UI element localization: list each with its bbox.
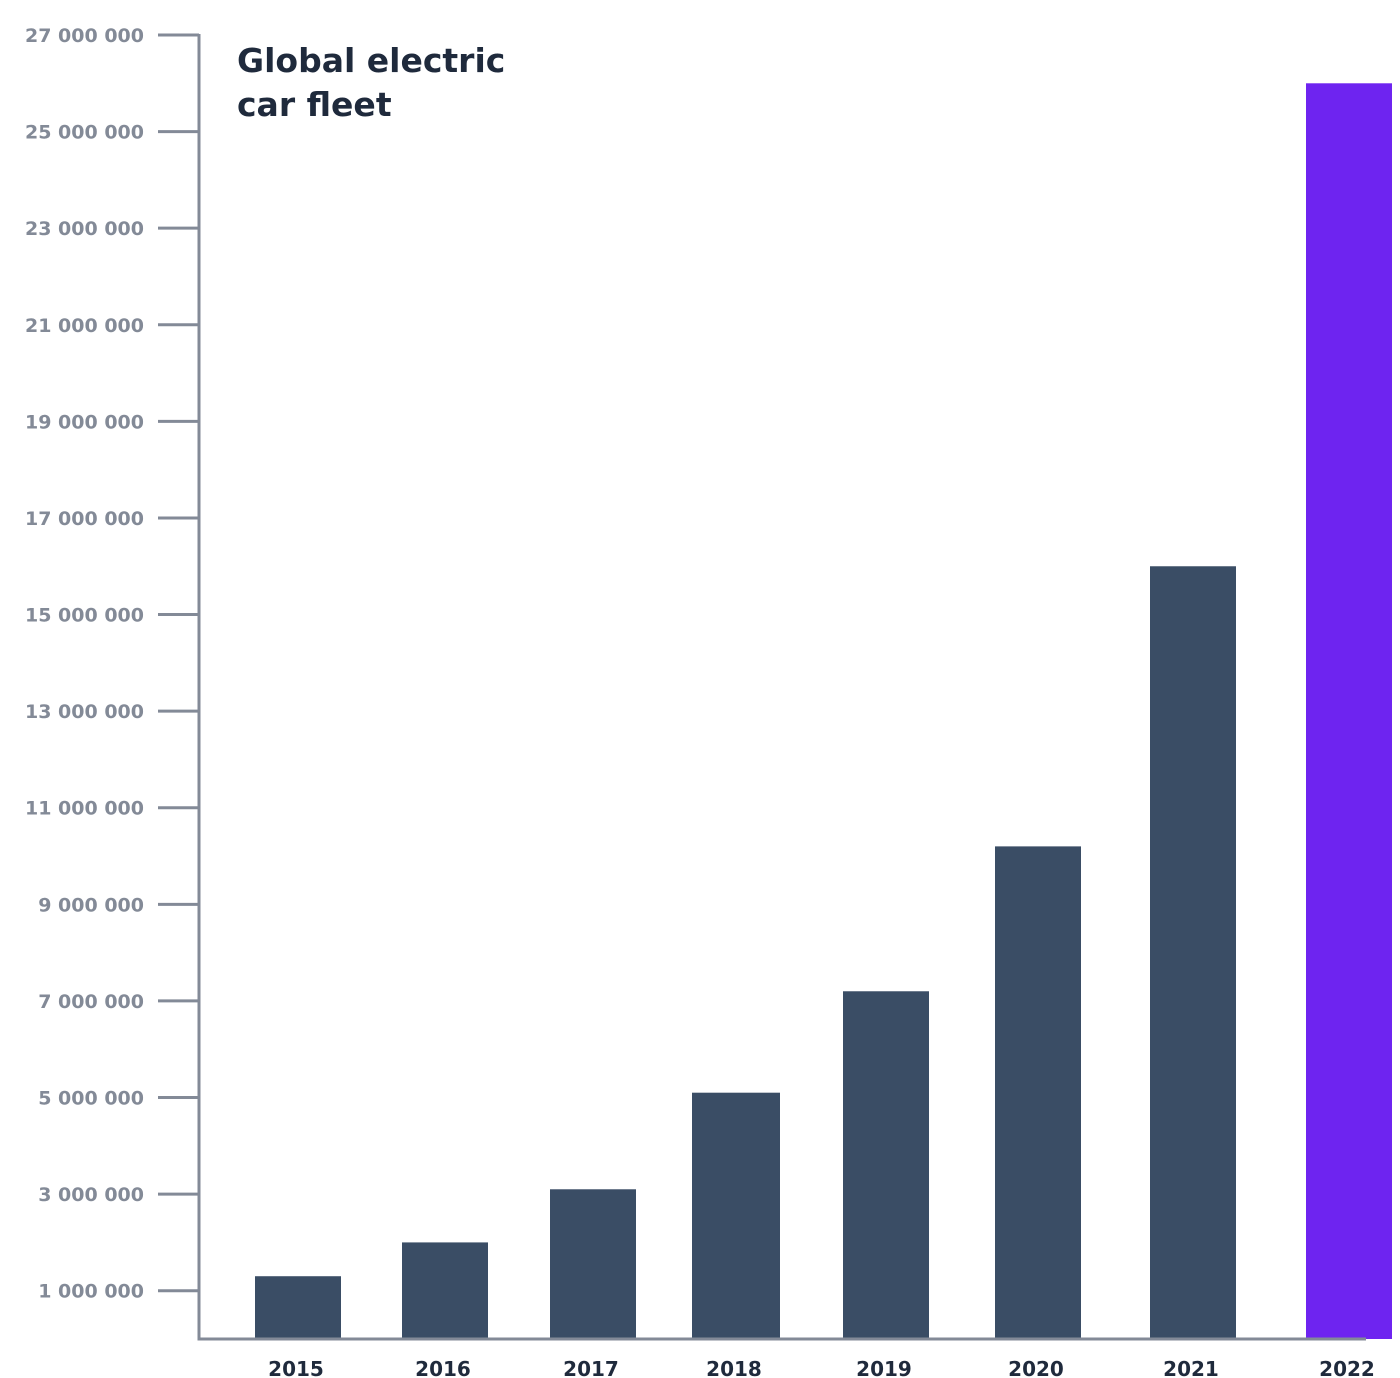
- y-tick-label: 21 000 000: [25, 315, 144, 337]
- chart-title: Global electric car fleet: [237, 41, 505, 124]
- y-tick-label: 25 000 000: [25, 122, 144, 144]
- y-tick-label: 23 000 000: [25, 218, 144, 240]
- y-tick-label: 5 000 000: [38, 1088, 144, 1110]
- x-tick-label: 2021: [1163, 1357, 1219, 1378]
- y-tick-label: 27 000 000: [25, 25, 144, 47]
- y-tick-label: 3 000 000: [38, 1184, 144, 1206]
- bar-2019: [843, 991, 929, 1339]
- y-axis: 1 000 000 3 000 000 5 000 000 7 000 000 9 00…: [25, 25, 201, 1341]
- y-tick-label: 9 000 000: [38, 894, 144, 916]
- x-tick-label: 2018: [706, 1357, 762, 1378]
- y-tick-label: 15 000 000: [25, 605, 144, 627]
- bars: [255, 83, 1392, 1340]
- x-tick-label: 2020: [1008, 1357, 1064, 1378]
- bar-2015: [255, 1276, 341, 1339]
- y-tick-label: 1 000 000: [38, 1281, 144, 1303]
- x-tick-label: 2016: [415, 1357, 471, 1378]
- bar-2020: [995, 846, 1081, 1339]
- x-axis: 2015 2016 2017 2018 2019 2020 2021 2022: [197, 1337, 1375, 1378]
- x-tick-label: 2015: [268, 1357, 324, 1378]
- y-tick-label: 17 000 000: [25, 508, 144, 530]
- y-tick-label: 19 000 000: [25, 411, 144, 433]
- bar-2017: [550, 1189, 636, 1339]
- bar-2021: [1150, 566, 1236, 1339]
- chart-title-line-1: Global electric: [237, 41, 505, 80]
- x-tick-label: 2022: [1319, 1357, 1375, 1378]
- y-tick-label: 13 000 000: [25, 701, 144, 723]
- y-tick-label: 11 000 000: [25, 798, 144, 820]
- x-tick-label: 2019: [856, 1357, 912, 1378]
- y-tick-label: 7 000 000: [38, 991, 144, 1013]
- x-tick-label: 2017: [563, 1357, 619, 1378]
- chart-title-line-2: car fleet: [237, 85, 392, 124]
- bar-2018: [692, 1092, 780, 1339]
- bar-2022: [1306, 83, 1392, 1340]
- bar-2016: [402, 1242, 488, 1339]
